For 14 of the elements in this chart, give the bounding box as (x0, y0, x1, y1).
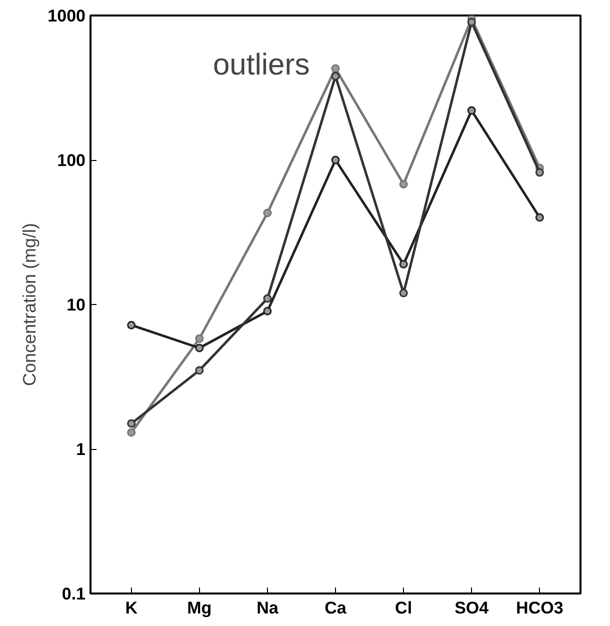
x-tick-label: HCO3 (516, 598, 564, 618)
y-axis-title: Concentration (mg/l) (20, 222, 40, 386)
x-tick-label: K (125, 598, 138, 618)
y-tick-label: 1 (76, 440, 86, 459)
x-tick-label: Ca (324, 598, 347, 618)
y-tick-label: 1000 (48, 6, 86, 26)
annotation: outliers (213, 48, 310, 82)
x-tick-label: Cl (395, 598, 412, 618)
x-tick-label: Mg (187, 598, 212, 618)
y-tick-label: 0.1 (62, 584, 86, 604)
x-tick-label: SO4 (454, 598, 490, 618)
y-tick-label: 10 (66, 296, 86, 314)
x-tick-label: Na (256, 598, 279, 618)
y-tick-label: 100 (57, 151, 86, 170)
